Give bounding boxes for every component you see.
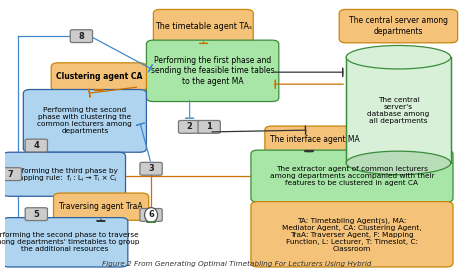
Text: TA: Timetabling Agent(s), MA:
Mediator Agent, CA: Clustering Agent,
TraA: Traver: TA: Timetabling Agent(s), MA: Mediator A…: [282, 217, 422, 252]
FancyBboxPatch shape: [154, 9, 253, 43]
Text: 1: 1: [206, 122, 212, 131]
FancyBboxPatch shape: [198, 120, 220, 133]
FancyBboxPatch shape: [54, 193, 149, 220]
Text: The interface agent MA: The interface agent MA: [270, 135, 360, 144]
Text: Performing the second phase to traverse
among departments' timetables to group
t: Performing the second phase to traverse …: [0, 232, 140, 252]
Text: The timetable agent TAₛ: The timetable agent TAₛ: [155, 22, 252, 31]
Text: 2: 2: [187, 122, 192, 131]
FancyBboxPatch shape: [251, 202, 453, 267]
Text: The extractor agent of common lecturers
among departments accompanied with their: The extractor agent of common lecturers …: [270, 166, 434, 186]
Text: Performing the third phase by
mapping rule:  fⱼ : Lⱼ → Tⱼ × Cⱼ: Performing the third phase by mapping ru…: [10, 168, 118, 181]
Text: Figure 2 From Generating Optimal Timetabling For Lecturers Using Hybrid: Figure 2 From Generating Optimal Timetab…: [102, 261, 372, 267]
FancyBboxPatch shape: [146, 40, 279, 101]
Text: The central
server's
database among
all departments: The central server's database among all …: [367, 96, 429, 123]
FancyBboxPatch shape: [0, 168, 21, 180]
FancyBboxPatch shape: [346, 57, 451, 163]
Text: 3: 3: [148, 164, 154, 173]
FancyBboxPatch shape: [2, 218, 128, 267]
Ellipse shape: [346, 46, 451, 69]
FancyBboxPatch shape: [339, 9, 457, 43]
Text: 4: 4: [33, 141, 39, 150]
Text: Traversing agent TraA: Traversing agent TraA: [59, 202, 143, 211]
Text: The central server among
departments: The central server among departments: [349, 16, 448, 36]
FancyBboxPatch shape: [179, 120, 201, 133]
Text: 8: 8: [79, 32, 84, 41]
FancyBboxPatch shape: [265, 126, 365, 152]
Text: 5: 5: [33, 210, 39, 219]
FancyBboxPatch shape: [140, 208, 162, 221]
FancyBboxPatch shape: [25, 208, 47, 220]
Text: Clustering agent CA: Clustering agent CA: [55, 72, 142, 81]
Text: 6: 6: [148, 210, 154, 219]
Text: 7: 7: [8, 170, 13, 179]
Text: Performing the second
phase with clustering the
common lecturers among
departmen: Performing the second phase with cluster…: [37, 107, 132, 134]
Ellipse shape: [346, 151, 451, 175]
FancyBboxPatch shape: [140, 162, 162, 175]
FancyBboxPatch shape: [25, 139, 47, 152]
FancyBboxPatch shape: [2, 152, 126, 196]
Text: Performing the first phase and
sending the feasible time tables
to the agent MA: Performing the first phase and sending t…: [151, 56, 274, 86]
Ellipse shape: [145, 208, 157, 222]
FancyBboxPatch shape: [70, 30, 92, 43]
FancyBboxPatch shape: [251, 150, 453, 202]
FancyBboxPatch shape: [23, 90, 146, 152]
FancyBboxPatch shape: [51, 63, 146, 91]
